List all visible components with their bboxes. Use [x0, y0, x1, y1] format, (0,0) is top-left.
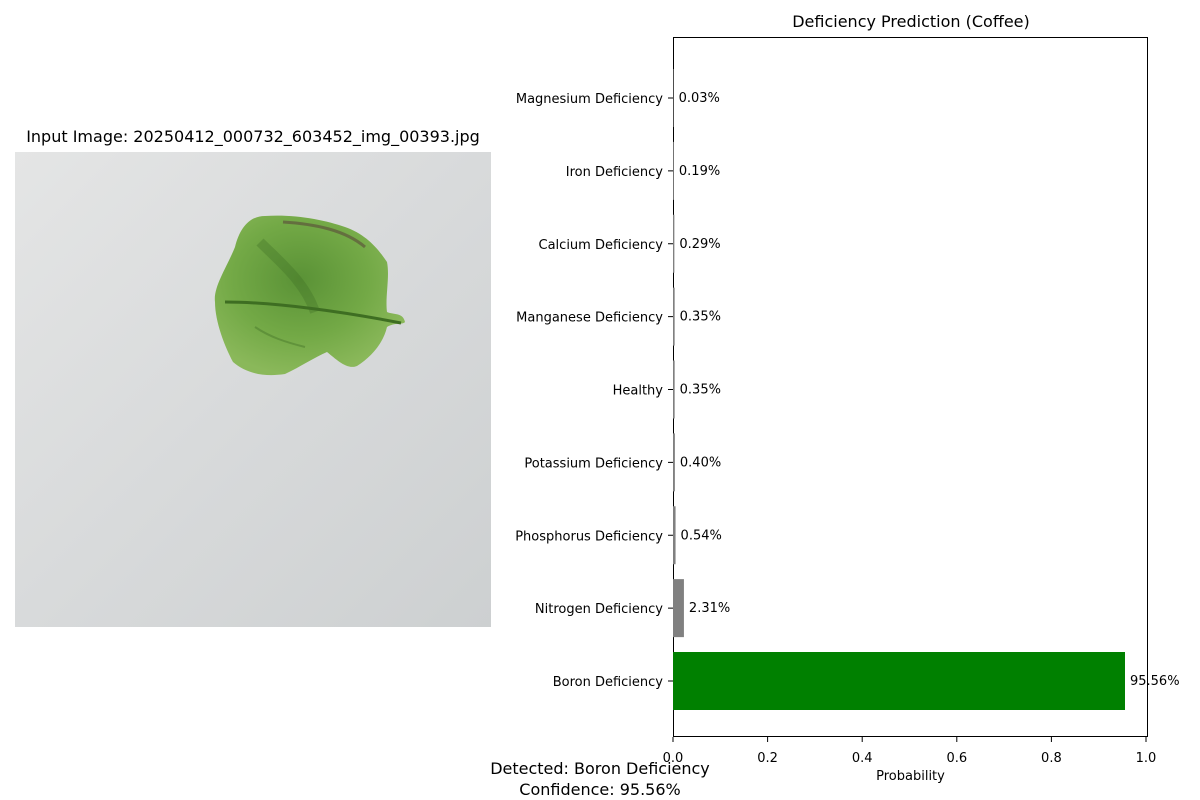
- detection-summary: Detected: Boron Deficiency Confidence: 9…: [450, 758, 750, 800]
- bar-6: [673, 506, 676, 565]
- value-label-8: 95.56%: [1130, 674, 1180, 689]
- x-tick-label-0: 0.0: [663, 751, 684, 766]
- bar-2: [673, 214, 675, 273]
- y-tick-label-2: Calcium Deficiency: [539, 238, 664, 253]
- value-label-7: 2.31%: [689, 601, 730, 616]
- value-label-5: 0.40%: [680, 455, 721, 470]
- y-tick-label-6: Phosphorus Deficiency: [515, 529, 663, 544]
- y-tick-label-4: Healthy: [613, 384, 664, 399]
- y-tick-label-8: Boron Deficiency: [553, 675, 664, 690]
- y-tick-label-5: Potassium Deficiency: [524, 456, 663, 471]
- bar-5: [673, 433, 675, 492]
- bar-0: [673, 69, 674, 127]
- input-image-title: Input Image: 20250412_000732_603452_img_…: [26, 127, 480, 146]
- bar-3: [673, 287, 675, 346]
- value-label-4: 0.35%: [680, 383, 721, 398]
- x-tick-label-5: 1.0: [1136, 751, 1157, 766]
- value-label-6: 0.54%: [681, 528, 722, 543]
- y-tick-label-0: Magnesium Deficiency: [516, 92, 663, 107]
- y-tick-label-1: Iron Deficiency: [566, 165, 664, 180]
- value-label-2: 0.29%: [679, 237, 720, 252]
- bar-8: [673, 652, 1125, 710]
- confidence-label: Confidence: 95.56%: [519, 780, 681, 799]
- x-tick-label-2: 0.4: [852, 751, 873, 766]
- chart-title: Deficiency Prediction (Coffee): [792, 12, 1030, 31]
- x-tick-label-4: 0.8: [1041, 751, 1062, 766]
- detected-label: Detected: Boron Deficiency: [490, 759, 710, 778]
- x-axis-label: Probability: [876, 769, 945, 784]
- bar-7: [673, 579, 684, 638]
- y-tick-label-7: Nitrogen Deficiency: [535, 602, 663, 617]
- value-label-3: 0.35%: [680, 310, 721, 325]
- x-tick-label-3: 0.6: [946, 751, 967, 766]
- input-leaf-image: [15, 152, 491, 627]
- x-tick-label-1: 0.2: [757, 751, 778, 766]
- bar-1: [673, 141, 674, 200]
- value-label-1: 0.19%: [679, 164, 720, 179]
- bar-4: [673, 360, 675, 419]
- value-label-0: 0.03%: [679, 91, 720, 106]
- y-tick-label-3: Manganese Deficiency: [516, 311, 663, 326]
